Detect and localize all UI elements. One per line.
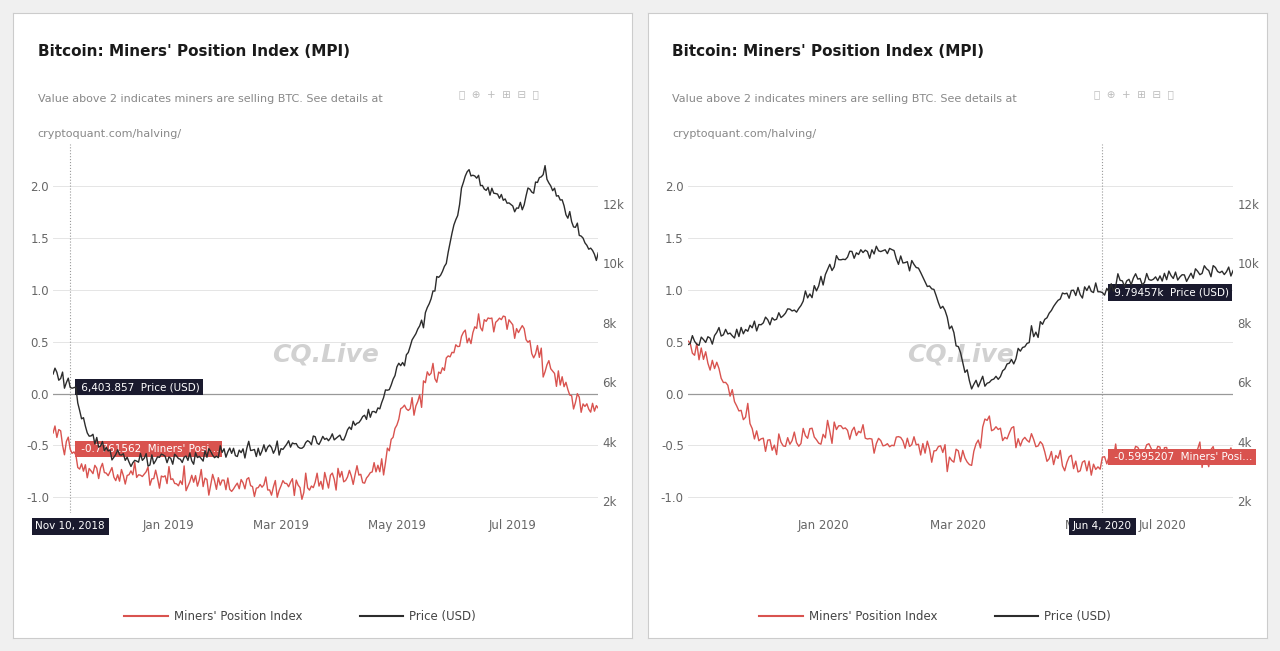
Text: CQ.Live: CQ.Live bbox=[273, 342, 379, 367]
Text: cryptoquant.com/halving/: cryptoquant.com/halving/ bbox=[37, 129, 182, 139]
Text: Miners' Position Index: Miners' Position Index bbox=[809, 609, 937, 622]
Text: 9.79457k  Price (USD): 9.79457k Price (USD) bbox=[1111, 288, 1229, 298]
Text: cryptoquant.com/halving/: cryptoquant.com/halving/ bbox=[672, 129, 817, 139]
Text: 🔷  ⊕  +  ⊞  ⊟  ⤢: 🔷 ⊕ + ⊞ ⊟ ⤢ bbox=[458, 89, 539, 99]
Text: Value above 2 indicates miners are selling BTC. See details at: Value above 2 indicates miners are selli… bbox=[672, 94, 1018, 104]
Text: Price (USD): Price (USD) bbox=[1044, 609, 1111, 622]
Text: -0.7761562  Miners' Posi...: -0.7761562 Miners' Posi... bbox=[78, 444, 219, 454]
Text: Price (USD): Price (USD) bbox=[410, 609, 476, 622]
Text: Value above 2 indicates miners are selling BTC. See details at: Value above 2 indicates miners are selli… bbox=[37, 94, 383, 104]
Text: Miners' Position Index: Miners' Position Index bbox=[174, 609, 302, 622]
Text: Bitcoin: Miners' Position Index (MPI): Bitcoin: Miners' Position Index (MPI) bbox=[37, 44, 349, 59]
Text: Nov 10, 2018: Nov 10, 2018 bbox=[36, 521, 105, 531]
Text: Jun 4, 2020: Jun 4, 2020 bbox=[1073, 521, 1132, 531]
Text: -0.5995207  Miners' Posi...: -0.5995207 Miners' Posi... bbox=[1111, 452, 1253, 462]
Text: CQ.Live: CQ.Live bbox=[908, 342, 1014, 367]
Text: 6,403.857  Price (USD): 6,403.857 Price (USD) bbox=[78, 382, 200, 393]
Text: Bitcoin: Miners' Position Index (MPI): Bitcoin: Miners' Position Index (MPI) bbox=[672, 44, 984, 59]
Text: 🔷  ⊕  +  ⊞  ⊟  ⤢: 🔷 ⊕ + ⊞ ⊟ ⤢ bbox=[1093, 89, 1174, 99]
